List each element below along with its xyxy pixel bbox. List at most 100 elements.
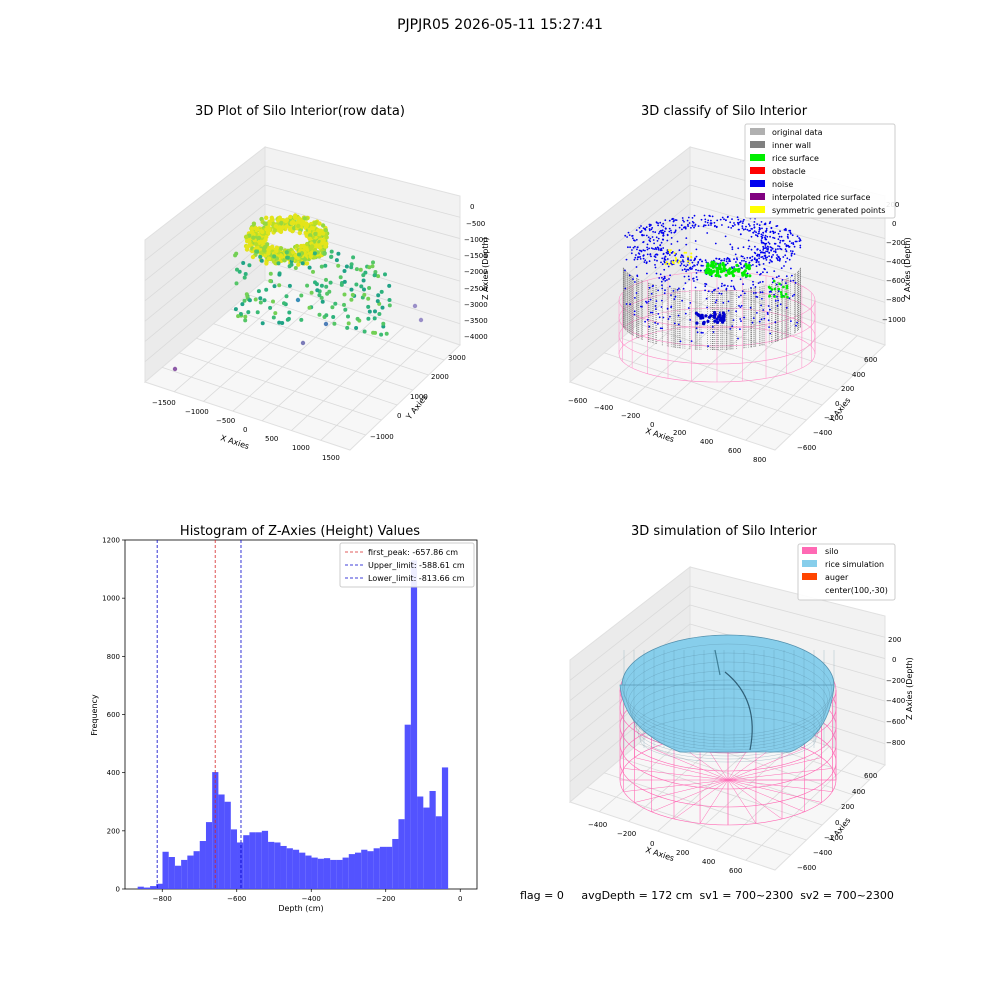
noise-point <box>659 244 662 246</box>
p3-xlabel: Depth (cm) <box>278 904 323 913</box>
noise-point <box>695 268 697 271</box>
noise-point <box>756 223 759 226</box>
rice-surface-point <box>727 271 731 275</box>
noise-point <box>780 235 783 238</box>
noise-point <box>662 316 665 319</box>
p4-xtick: 400 <box>702 858 715 866</box>
noise-point <box>694 311 698 315</box>
noise-point <box>648 325 651 328</box>
histogram-bar <box>330 859 337 889</box>
y-tick-label: 800 <box>107 653 120 661</box>
noise-point <box>644 229 647 231</box>
p1-ztick: −1000 <box>464 236 488 244</box>
noise-point <box>633 258 636 261</box>
noise-point <box>775 283 778 286</box>
noise-point <box>682 219 684 222</box>
noise-point <box>657 237 660 240</box>
gridline <box>621 757 823 826</box>
noise-point <box>772 236 774 239</box>
noise-point <box>673 322 676 325</box>
noise-point <box>702 331 704 334</box>
symmetric-point <box>664 263 667 266</box>
p1-ztick: −3000 <box>464 301 488 309</box>
noise-point <box>762 271 764 274</box>
p4-ytick: 200 <box>841 803 854 811</box>
noise-point <box>668 227 671 230</box>
silo-floor-spoke <box>727 779 783 820</box>
noise-point <box>770 227 773 230</box>
noise-point <box>694 286 697 289</box>
data-point <box>301 219 306 225</box>
gridline <box>261 316 377 422</box>
y-tick-label: 600 <box>107 711 120 719</box>
rice-surface-point <box>727 268 731 272</box>
noise-point <box>755 292 757 294</box>
noise-point <box>695 272 698 274</box>
noise-point <box>762 263 765 265</box>
data-point <box>251 221 257 226</box>
noise-point <box>796 321 798 324</box>
noise-point <box>721 216 724 219</box>
gridline <box>144 165 266 261</box>
data-point <box>319 264 324 269</box>
noise-point <box>773 250 775 253</box>
noise-point <box>724 235 727 238</box>
data-point <box>299 293 304 298</box>
data-point <box>367 309 372 314</box>
silo-floor-spoke <box>673 779 729 820</box>
noise-point <box>732 319 735 321</box>
noise-point <box>776 305 779 307</box>
data-point <box>294 243 300 249</box>
p1-ztick: −2500 <box>464 285 488 293</box>
noise-point <box>727 226 730 229</box>
noise-point <box>668 219 671 222</box>
noise-point <box>661 229 664 232</box>
histogram-bar <box>373 848 380 889</box>
noise-point <box>764 238 767 241</box>
noise-point <box>632 278 634 280</box>
noise-point <box>758 232 760 235</box>
noise-point <box>764 255 767 258</box>
noise-point <box>706 306 708 309</box>
noise-point <box>689 319 692 321</box>
noise-point <box>642 257 645 260</box>
gridline <box>179 352 382 421</box>
noise-point <box>733 258 735 261</box>
gridline <box>144 222 266 322</box>
noise-point <box>624 287 627 290</box>
data-point <box>290 256 295 261</box>
noise-point <box>748 223 750 226</box>
noise-point <box>715 225 718 228</box>
outlier-point <box>412 303 418 309</box>
histogram-bar <box>386 846 393 889</box>
noise-point <box>757 282 760 284</box>
noise-point <box>752 231 755 234</box>
noise-point <box>778 235 781 238</box>
noise-point <box>743 292 746 295</box>
p4-ytick: −400 <box>813 849 832 857</box>
noise-point <box>760 233 763 236</box>
data-point <box>253 297 258 302</box>
noise-point <box>774 250 777 253</box>
noise-point <box>684 312 687 315</box>
noise-point <box>741 290 744 293</box>
data-point <box>255 310 260 315</box>
rice-surface-point <box>745 266 749 270</box>
noise-point <box>700 331 703 334</box>
noise-point <box>718 258 720 261</box>
noise-point <box>694 257 696 260</box>
data-point <box>282 301 286 306</box>
legend-swatch <box>750 193 765 200</box>
noise-point <box>682 287 685 290</box>
noise-point <box>690 226 692 229</box>
noise-point <box>654 266 657 269</box>
noise-point <box>657 248 660 251</box>
gridline <box>716 326 830 431</box>
gridline <box>230 308 429 376</box>
data-point <box>311 269 315 274</box>
noise-point <box>769 259 772 261</box>
data-point <box>363 270 368 275</box>
data-point <box>293 266 298 270</box>
data-point <box>253 242 259 247</box>
data-point <box>265 226 270 231</box>
